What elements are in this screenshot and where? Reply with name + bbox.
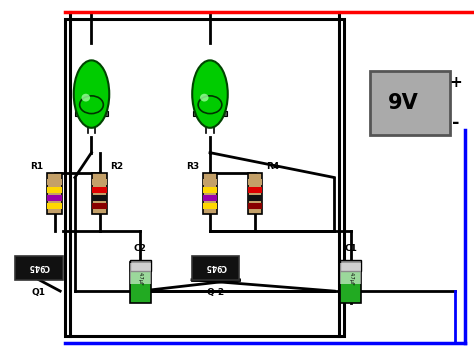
FancyBboxPatch shape <box>129 262 151 302</box>
Text: C945: C945 <box>28 262 49 271</box>
FancyBboxPatch shape <box>340 260 361 271</box>
Text: R1: R1 <box>30 162 44 171</box>
Bar <box>193 111 227 116</box>
Bar <box>75 111 108 116</box>
Bar <box>47 195 62 201</box>
Text: C945: C945 <box>205 262 226 271</box>
Text: -: - <box>452 114 460 132</box>
Ellipse shape <box>73 60 109 128</box>
Bar <box>47 187 62 193</box>
Text: +: + <box>450 75 462 90</box>
Text: R4: R4 <box>266 162 279 171</box>
FancyBboxPatch shape <box>92 173 107 214</box>
Bar <box>92 187 107 193</box>
Bar <box>203 187 217 193</box>
Bar <box>248 203 262 209</box>
FancyBboxPatch shape <box>47 173 62 214</box>
Bar <box>92 179 107 185</box>
Bar <box>92 203 107 209</box>
Text: R3: R3 <box>186 162 199 171</box>
FancyBboxPatch shape <box>15 256 63 280</box>
FancyBboxPatch shape <box>65 19 344 336</box>
Text: C1: C1 <box>344 244 357 253</box>
FancyBboxPatch shape <box>203 173 217 214</box>
Bar <box>203 195 217 201</box>
Bar <box>248 195 262 201</box>
Bar <box>47 179 62 185</box>
Text: 4.7µF: 4.7µF <box>138 272 143 285</box>
Text: Q 2: Q 2 <box>207 288 224 297</box>
Ellipse shape <box>200 94 209 102</box>
Bar <box>203 203 217 209</box>
FancyBboxPatch shape <box>129 260 151 271</box>
Ellipse shape <box>82 94 90 102</box>
FancyBboxPatch shape <box>248 173 262 214</box>
FancyBboxPatch shape <box>370 71 450 135</box>
Text: 9V: 9V <box>388 93 419 113</box>
Bar <box>248 179 262 185</box>
Bar <box>129 263 151 284</box>
Bar <box>248 187 262 193</box>
Bar <box>47 203 62 209</box>
Bar <box>340 263 362 284</box>
Text: R2: R2 <box>110 162 124 171</box>
Ellipse shape <box>192 60 228 128</box>
Text: Q1: Q1 <box>32 288 46 297</box>
Bar <box>203 179 217 185</box>
FancyBboxPatch shape <box>340 262 361 302</box>
Bar <box>92 195 107 201</box>
Text: C2: C2 <box>134 244 147 253</box>
FancyBboxPatch shape <box>192 256 239 280</box>
Text: 4.7µF: 4.7µF <box>348 272 353 285</box>
